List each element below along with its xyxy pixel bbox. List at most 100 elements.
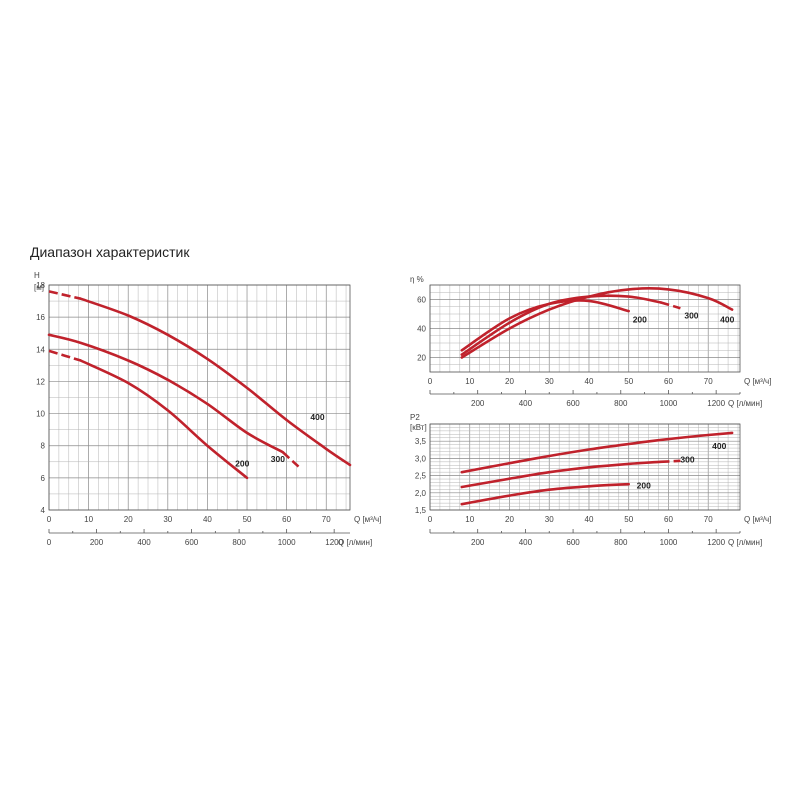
y-tick-label: 2,5 [415, 472, 427, 481]
x-tick-label: 20 [124, 515, 133, 524]
series-200-curve [460, 482, 630, 506]
x-tick-label: 10 [84, 515, 93, 524]
y-tick-label: 14 [36, 345, 45, 354]
x2-tick-label: 0 [47, 538, 52, 547]
x-tick-label: 40 [585, 377, 594, 386]
series-400-curve [460, 431, 734, 474]
x-tick-label: 30 [163, 515, 172, 524]
plot-frame [429, 284, 741, 373]
x-tick-label: 50 [624, 515, 633, 524]
plot-frame [429, 423, 741, 511]
x2-tick-label: 600 [566, 538, 580, 547]
series-400-curve [460, 287, 734, 359]
x-tick-label: 0 [428, 377, 433, 386]
plot-frame [48, 284, 351, 511]
x-tick-label: 60 [664, 515, 673, 524]
series-300-curve [47, 333, 284, 454]
x2-tick-label: 400 [519, 538, 533, 547]
series-300-curve-dashed [660, 459, 681, 464]
y-tick-label: 1,5 [415, 506, 427, 515]
y-tick-label: 4 [41, 506, 46, 515]
x2-tick-label: 400 [137, 538, 151, 547]
y-tick-label: 18 [36, 281, 45, 290]
x2-tick-label: 200 [471, 399, 485, 408]
y-axis-label: H [34, 271, 40, 280]
y-tick-label: 6 [41, 474, 46, 483]
x-tick-label: 70 [322, 515, 331, 524]
x-tick-label: 70 [704, 377, 713, 386]
x2-tick-label: 800 [614, 399, 628, 408]
x2-tick-label: 400 [519, 399, 533, 408]
x2-tick-label: 600 [566, 399, 580, 408]
y-tick-label: 2,0 [415, 489, 427, 498]
y-tick-label: 3,5 [415, 437, 427, 446]
series-300-curve-dashed [660, 301, 681, 310]
y-tick-label: 10 [36, 410, 45, 419]
y-axis-unit: [м] [34, 283, 44, 292]
series-400-curve [79, 297, 352, 467]
series-300-label: 300 [680, 455, 694, 465]
series-200-curve-dashed [48, 349, 82, 362]
series-300-label: 300 [271, 454, 285, 464]
x-tick-label: 50 [243, 515, 252, 524]
x-tick-label: 20 [505, 515, 514, 524]
head-chart: 4 6 8 10 12 14 16 18H [м] 0 10 20 30 40 50 60 70 Q [м³/ч]… [34, 271, 381, 547]
series-300-curve [460, 294, 662, 356]
x2-tick-label: 1200 [325, 538, 343, 547]
x-tick-label: 40 [585, 515, 594, 524]
x-tick-label: 10 [465, 377, 474, 386]
x-tick-label: 0 [428, 515, 433, 524]
y-tick-label: 40 [417, 325, 426, 334]
series-400-curve-dashed [48, 290, 81, 300]
series-200-label: 200 [633, 315, 647, 325]
y-tick-label: 3,0 [415, 454, 427, 463]
x2-tick-label: 800 [232, 538, 246, 547]
series-300-label: 300 [684, 310, 698, 320]
x2-axis-label: Q [л/мин] [728, 399, 762, 408]
page-title: Диапазон характеристик [30, 244, 190, 260]
x2-tick-label: 200 [90, 538, 104, 547]
x-tick-label: 50 [624, 377, 633, 386]
x2-tick-label: 200 [471, 538, 485, 547]
x-axis-label: Q [м³/ч] [354, 515, 381, 524]
y-axis-label: η % [410, 275, 424, 284]
y-tick-label: 16 [36, 313, 45, 322]
x-tick-label: 10 [465, 515, 474, 524]
series-400-label: 400 [310, 412, 324, 422]
series-200-label: 200 [637, 480, 651, 490]
y-tick-label: 12 [36, 377, 45, 386]
x2-axis-label: Q [л/мин] [728, 538, 762, 547]
x2-tick-label: 1200 [707, 399, 725, 408]
y-tick-label: 60 [417, 296, 426, 305]
x2-tick-label: 1000 [660, 399, 678, 408]
series-300-curve-dashed [281, 451, 300, 468]
power-chart: 1,5 2,0 2,5 3,0 3,5 P2[кВт] 0 10 20 30 40 50 60 70 Q [… [410, 413, 771, 547]
x-tick-label: 20 [505, 377, 514, 386]
x2-tick-label: 1000 [278, 538, 296, 547]
x2-tick-label: 1200 [707, 538, 725, 547]
x2-tick-label: 1000 [660, 538, 678, 547]
x2-tick-label: 600 [185, 538, 199, 547]
x-tick-label: 30 [545, 377, 554, 386]
series-200-label: 200 [235, 459, 249, 469]
y-axis-unit: [кВт] [410, 423, 427, 432]
x2-axis-label: Q [л/мин] [338, 538, 372, 547]
series-400-label: 400 [712, 441, 726, 451]
series-300-curve [460, 460, 662, 489]
x-axis-label: Q [м³/ч] [744, 515, 771, 524]
y-axis-label: P2 [410, 413, 420, 422]
series-200-curve [79, 359, 249, 480]
efficiency-chart: 20 40 60 η % 0 10 20 30 40 50 60 70 Q [м³/ч] 200 400 60… [410, 275, 771, 408]
y-tick-label: 20 [417, 354, 426, 363]
series-400-label: 400 [720, 315, 734, 325]
x-tick-label: 60 [664, 377, 673, 386]
x-tick-label: 40 [203, 515, 212, 524]
x2-tick-label: 800 [614, 538, 628, 547]
x-tick-label: 0 [47, 515, 52, 524]
x-tick-label: 30 [545, 515, 554, 524]
x-tick-label: 60 [282, 515, 291, 524]
x-tick-label: 70 [704, 515, 713, 524]
x-axis-label: Q [м³/ч] [744, 377, 771, 386]
y-tick-label: 8 [41, 442, 46, 451]
